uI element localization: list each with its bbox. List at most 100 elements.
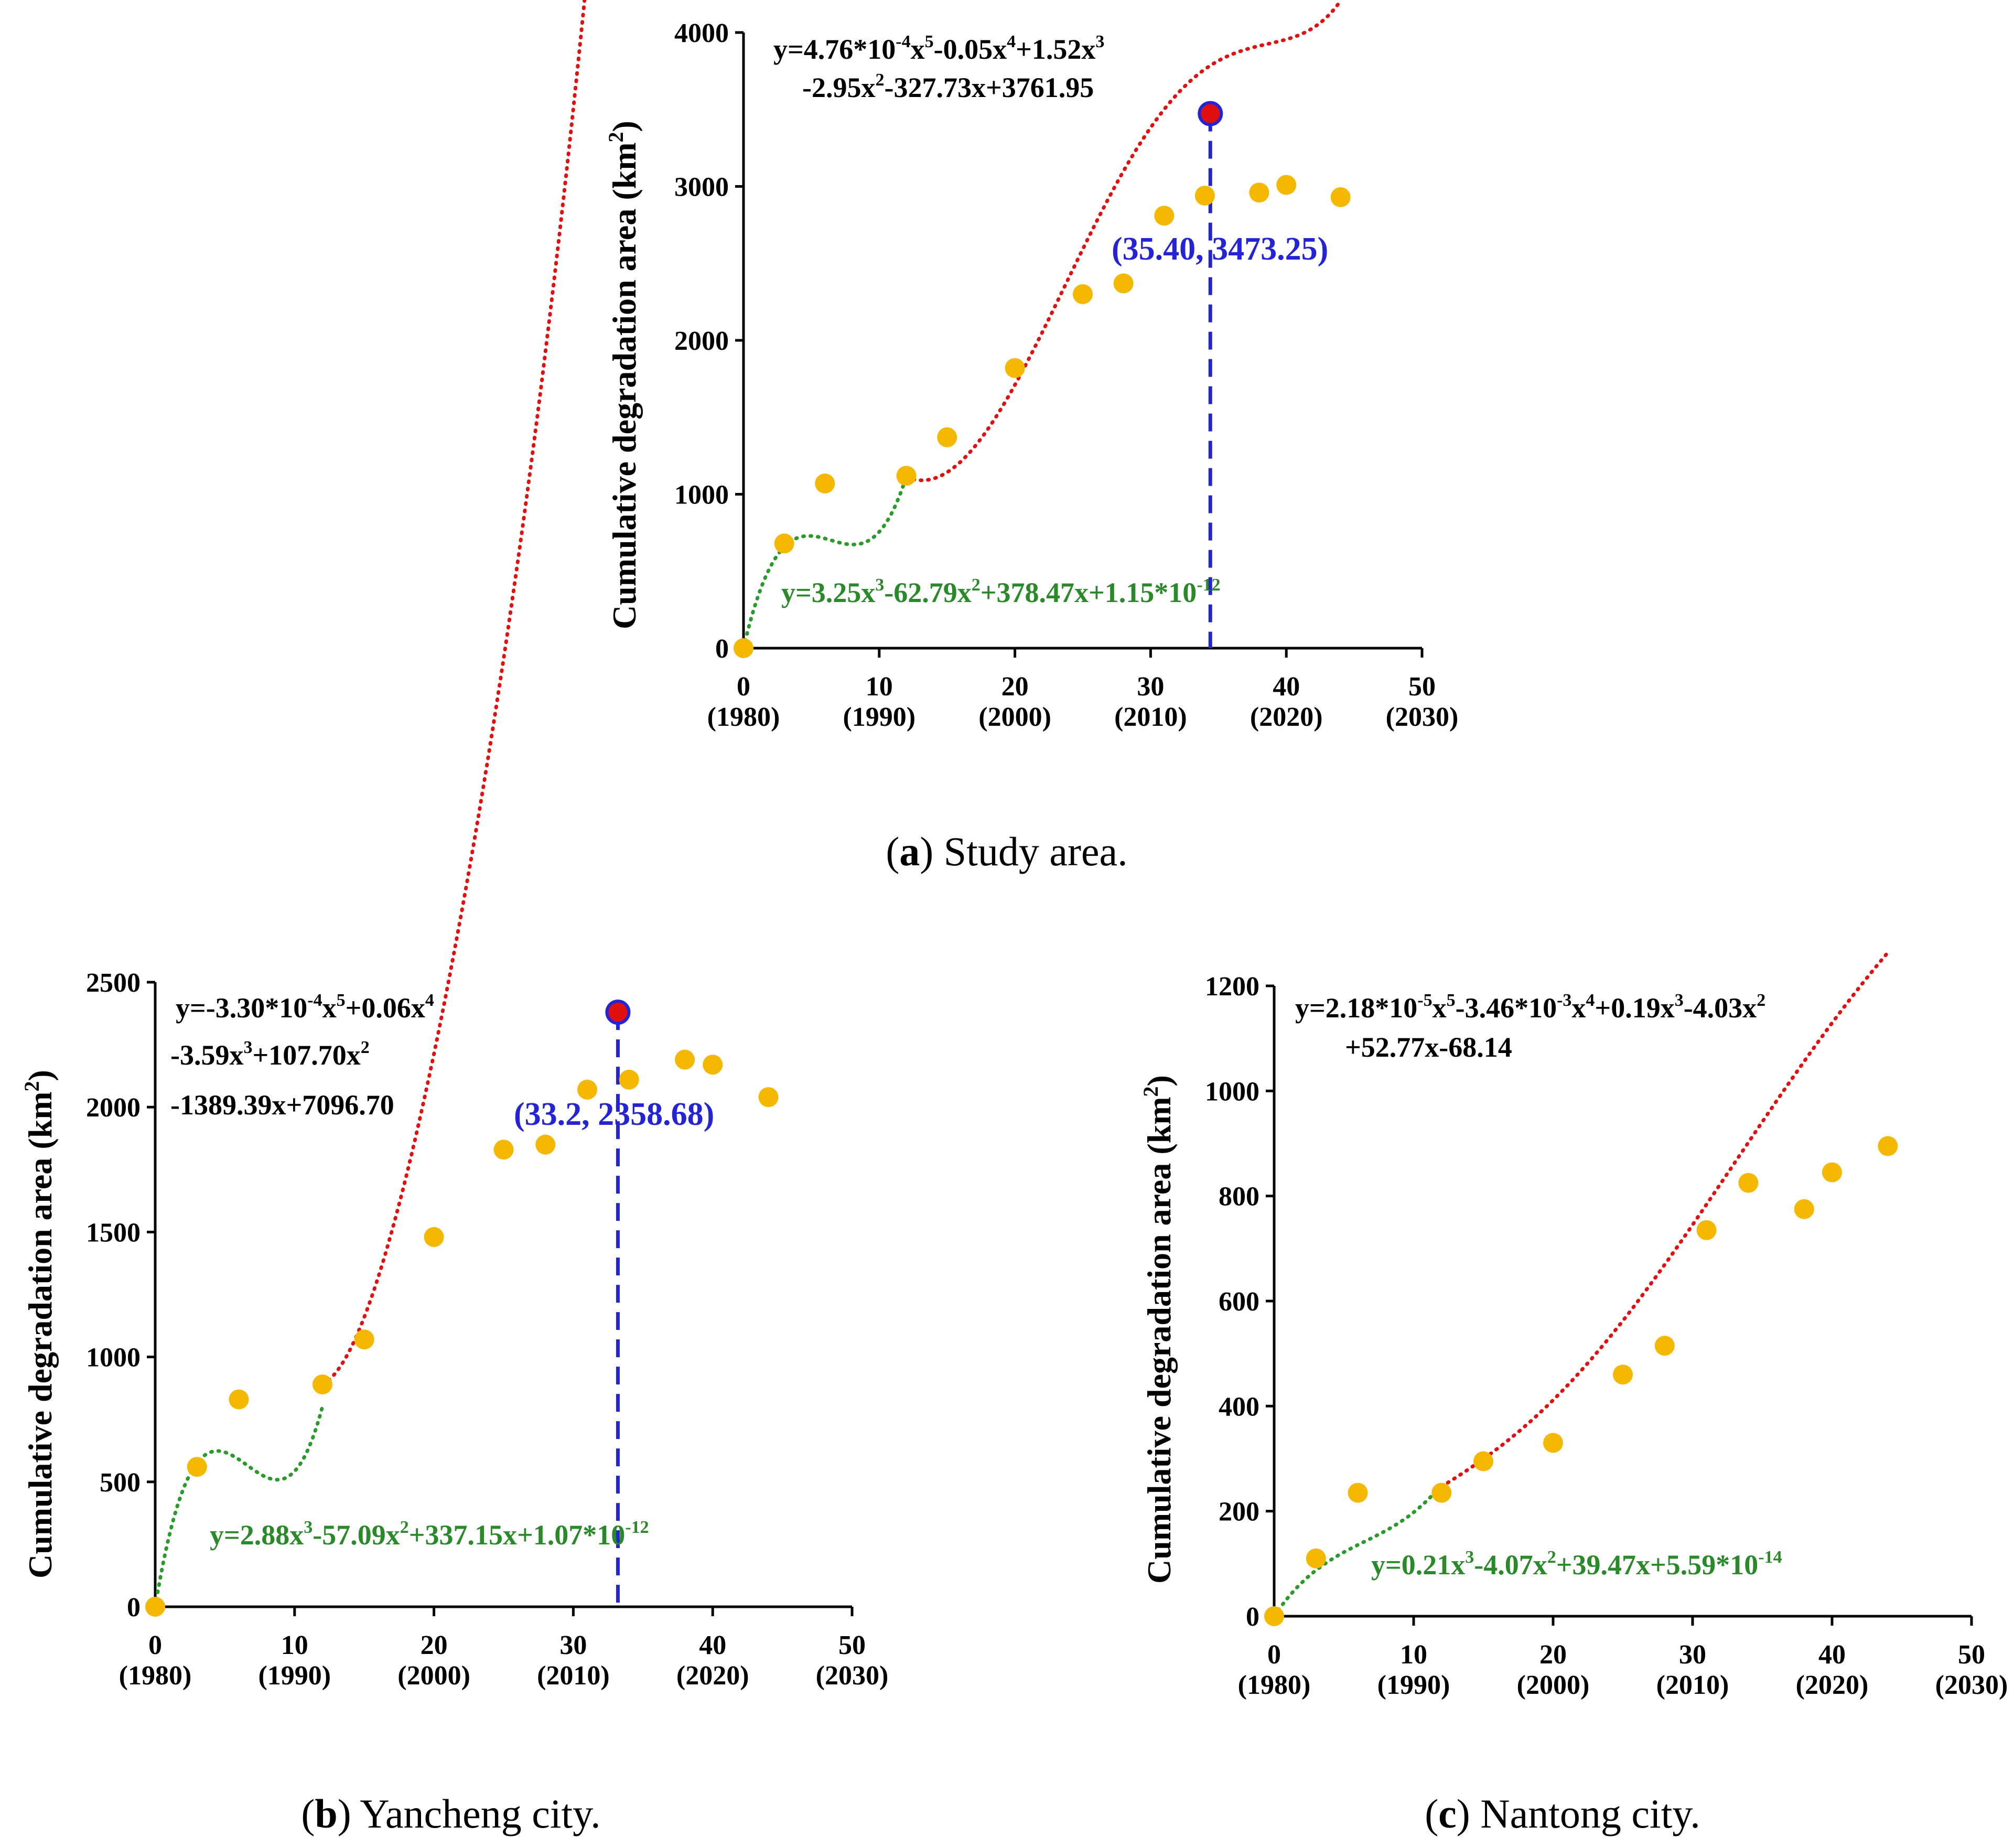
panel-b-ytick-label: 500 <box>100 1468 141 1498</box>
panel-b-ytick-label: 1500 <box>86 1218 141 1248</box>
panel-a-data-point <box>774 533 794 554</box>
panel-c-xtick-label: 20 <box>1539 1640 1567 1670</box>
panel-c-fits <box>1272 951 1890 1618</box>
panel-a-labels: y=4.76*10-4x5-0.05x4+1.52x3 -2.95x2-327.… <box>604 32 1328 874</box>
panel-a-late-fit-curve <box>904 0 1343 482</box>
panel-c-xtick-year: (2030) <box>1935 1670 2008 1700</box>
panel-b-ytick-label: 1000 <box>86 1343 141 1373</box>
panel-a-peak-point <box>1198 101 1223 126</box>
panel-b-data-point <box>619 1069 639 1090</box>
panel-b-data-point <box>187 1457 207 1477</box>
panel-b-data-point <box>577 1079 597 1100</box>
panel-c-axes: 0200400600800100012000(1980)10(1990)20(2… <box>1205 972 2008 1700</box>
panel-a-data-point <box>1249 182 1269 203</box>
panel-b-ylabel: Cumulative degradation area (km2) <box>20 1070 59 1578</box>
panel-b-xtick-year: (1980) <box>119 1661 192 1691</box>
panel-c-xtick-year: (1980) <box>1238 1670 1311 1700</box>
panel-c-xtick-year: (2020) <box>1796 1670 1869 1700</box>
panel-c-ytick-label: 200 <box>1219 1497 1259 1527</box>
panel-a-xtick-label: 0 <box>737 672 750 702</box>
panel-c-xtick-label: 40 <box>1818 1640 1846 1670</box>
panel-a-data-point <box>1276 175 1297 195</box>
panel-c-data-point <box>1654 1336 1675 1356</box>
panel-a-points <box>734 101 1351 658</box>
panel-c-points <box>1264 1136 1898 1626</box>
panel-b-early-equation: y=2.88x3-57.09x2+337.15x+1.07*10-12 <box>210 1518 649 1551</box>
panel-a-data-point <box>1113 273 1134 294</box>
panel-a-xtick-label: 20 <box>1001 672 1029 702</box>
panel-b-xtick-year: (1990) <box>258 1661 331 1691</box>
panel-b-xtick-label: 0 <box>148 1630 162 1660</box>
panel-a-data-point <box>734 638 753 658</box>
panel-a-data-point <box>1073 284 1093 304</box>
panel-a-xtick-label: 10 <box>866 672 893 702</box>
panel-c-late-equation-line1: y=2.18*10-5x5-3.46*10-3x4+0.19x3-4.03x2 <box>1295 991 1765 1024</box>
panel-b-xtick-year: (2010) <box>537 1661 610 1691</box>
panel-c-ytick-label: 0 <box>1246 1602 1259 1632</box>
panel-a-late-equation-line2: -2.95x2-327.73x+3761.95 <box>802 70 1094 103</box>
panel-b-labels: y=-3.30*10-4x5+0.06x4 -3.59x3+107.70x2 -… <box>20 991 714 1836</box>
panel-b-axes: 050010001500200025000(1980)10(1990)20(20… <box>86 968 888 1691</box>
panel-c-data-point <box>1822 1162 1842 1183</box>
panel-a-xtick-year: (2010) <box>1114 702 1187 732</box>
panel-a-data-point <box>937 427 957 447</box>
panel-c-caption: (c) Nantong city. <box>1425 1791 1700 1836</box>
panel-b-xtick-label: 50 <box>838 1630 866 1660</box>
panel-b-late-equation-line3: -1389.39x+7096.70 <box>170 1089 394 1121</box>
panel-c-data-point <box>1431 1482 1452 1503</box>
panel-b-data-point <box>312 1374 332 1395</box>
panel-b-data-point <box>145 1597 165 1617</box>
panel-b-data-point <box>535 1134 556 1155</box>
panel-a-caption: (a) Study area. <box>886 829 1127 874</box>
panel-b-data-point <box>424 1227 444 1247</box>
panel-a-xtick-year: (1990) <box>843 702 916 732</box>
panel-b-ytick-label: 0 <box>127 1593 141 1623</box>
panel-b-xtick-label: 10 <box>281 1630 308 1660</box>
panel-a-ytick-label: 3000 <box>674 173 729 202</box>
panel-c-xtick-label: 50 <box>1958 1640 1985 1670</box>
panel-c-xtick-label: 10 <box>1400 1640 1427 1670</box>
panel-a-axes: 010002000300040000(1980)10(1990)20(2000)… <box>674 18 1458 732</box>
panel-c-data-point <box>1794 1199 1814 1219</box>
panel-a-ylabel: Cumulative degradation area (km2) <box>604 121 643 629</box>
panel-b-data-point <box>703 1055 723 1075</box>
panel-b-xtick-label: 20 <box>421 1630 448 1660</box>
panel-b-caption: (b) Yancheng city. <box>301 1791 600 1836</box>
panel-c-late-equation-line2: +52.77x-68.14 <box>1345 1032 1512 1063</box>
panel-b-peak-point <box>605 1000 631 1025</box>
panel-c-ytick-label: 1000 <box>1205 1077 1259 1106</box>
panel-c-xtick-year: (2010) <box>1656 1670 1729 1700</box>
panel-c-data-point <box>1738 1173 1759 1193</box>
panel-a-data-point <box>1005 358 1025 378</box>
panel-c-data-point <box>1264 1606 1284 1626</box>
panel-a-chart: 010002000300040000(1980)10(1990)20(2000)… <box>604 0 1458 874</box>
panel-c-ytick-label: 800 <box>1219 1182 1259 1212</box>
panel-b-ytick-label: 2500 <box>86 968 141 998</box>
panel-c-xtick-year: (1990) <box>1377 1670 1450 1700</box>
panel-a-ytick-label: 2000 <box>674 326 729 356</box>
panel-c-ytick-label: 400 <box>1219 1392 1259 1422</box>
panel-b-xtick-year: (2030) <box>816 1661 889 1691</box>
panel-c-data-point <box>1613 1364 1633 1385</box>
panel-b-late-equation-line1: y=-3.30*10-4x5+0.06x4 <box>176 991 434 1024</box>
panel-c-chart: 0200400600800100012000(1980)10(1990)20(2… <box>1139 951 2008 1836</box>
panel-a-data-point <box>896 466 917 486</box>
panel-b-xtick-year: (2000) <box>397 1661 470 1691</box>
panel-b-data-point <box>493 1140 514 1160</box>
panel-c-data-point <box>1543 1433 1563 1453</box>
panel-b-data-point <box>229 1389 249 1410</box>
panel-b-late-fit-curve <box>320 0 587 1386</box>
panel-a-early-equation: y=3.25x3-62.79x2+378.47x+1.15*10-12 <box>781 575 1221 608</box>
panel-c-data-point <box>1696 1220 1717 1240</box>
panel-b-xtick-label: 40 <box>699 1630 726 1660</box>
panel-c-early-fit-curve <box>1272 1482 1444 1618</box>
panel-c-labels: y=2.18*10-5x5-3.46*10-3x4+0.19x3-4.03x2 … <box>1139 991 1782 1836</box>
panel-a-peak-label: (35.40, 3473.25) <box>1112 231 1328 267</box>
panel-c-data-point <box>1878 1136 1898 1156</box>
panel-b-data-point <box>354 1329 374 1350</box>
panel-c-ylabel: Cumulative degradation area (km2) <box>1139 1075 1178 1584</box>
panel-c-ytick-label: 600 <box>1219 1287 1259 1317</box>
panel-c-late-fit-curve <box>1439 951 1890 1489</box>
panel-a-xtick-label: 50 <box>1408 672 1436 702</box>
